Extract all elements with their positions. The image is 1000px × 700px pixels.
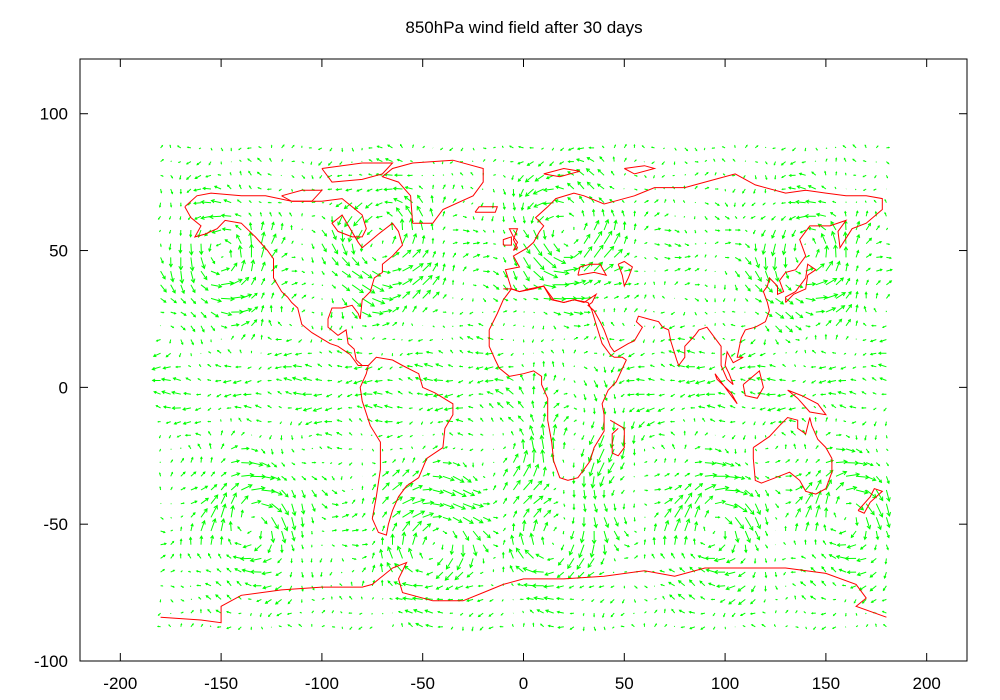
coastline: [503, 173, 883, 385]
coastline: [577, 263, 608, 276]
coastline: [742, 369, 764, 399]
x-tick-label: -100: [305, 674, 339, 693]
coastline: [714, 373, 738, 405]
x-tick-label: -150: [204, 674, 238, 693]
x-tick-label: 200: [912, 674, 940, 693]
coastline: [752, 416, 833, 495]
coastline: [857, 487, 884, 514]
y-tick-label: 50: [49, 242, 68, 261]
y-tick-label: 0: [59, 378, 68, 397]
y-tick-label: -100: [34, 652, 68, 671]
plot-frame: [79, 58, 968, 662]
coastline: [785, 263, 817, 303]
coastline: [543, 167, 581, 178]
coastline: [321, 162, 394, 183]
x-tick-label: 100: [711, 674, 739, 693]
coastline: [787, 389, 828, 416]
wind-vector-arrows: [151, 143, 893, 632]
x-tick-label: 0: [519, 674, 528, 693]
coastline: [502, 236, 512, 246]
x-tick-label: -50: [410, 674, 435, 693]
chart-title: 850hPa wind field after 30 days: [405, 18, 643, 37]
coastline: [281, 189, 324, 202]
coastline: [624, 165, 657, 175]
y-tick-label: 100: [40, 105, 68, 124]
coastline: [381, 159, 484, 224]
coastline: [359, 356, 454, 536]
coastline: [617, 260, 634, 288]
coastline: [609, 419, 625, 457]
coastline: [474, 206, 499, 213]
x-tick-label: 150: [812, 674, 840, 693]
x-tick-label: -200: [103, 674, 137, 693]
x-tick-label: 50: [615, 674, 634, 693]
coastlines-layer: [160, 159, 887, 624]
coastline: [508, 228, 519, 251]
coastline: [488, 285, 627, 481]
y-tick-label: -50: [43, 515, 68, 534]
axis-ticks-layer: -200 -150 -100 -50 0 50 100 150 200 -100 -50 0 50 100: [34, 59, 967, 693]
coastline: [184, 192, 404, 366]
wind-vectors-layer: [151, 143, 893, 632]
coastline: [160, 561, 887, 624]
